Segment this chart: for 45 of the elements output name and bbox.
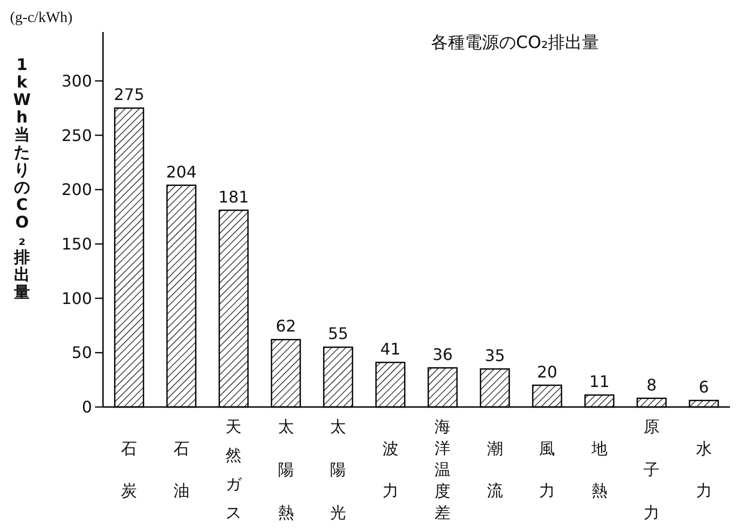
category-label: 原子力 [644,417,660,522]
category-label: 潮流 [486,439,503,500]
category-label: 波力 [382,439,398,500]
text: 1kWh当たりのCO₂排出量 [13,55,31,302]
data-label: 8 [646,375,657,394]
bar [584,394,614,408]
x-tick-label: 海洋温度差 [434,417,451,522]
y-tick-label: 250 [61,126,92,145]
bar [428,367,458,408]
y-tick-label: 200 [61,180,92,200]
data-label: 55 [328,324,348,344]
category-label: 太陽熱 [278,417,294,522]
bar [375,362,406,408]
y-tick-label: 100 [61,288,92,308]
category-label: 地熱 [591,439,608,500]
data-label: 181 [218,187,249,206]
category-label: 太陽光 [330,417,346,522]
x-tick-label: 天然ガス [226,417,243,522]
category-label: 石油 [173,439,190,500]
y-tick-label: 50 [72,343,92,362]
y-tick-label: 150 [61,234,92,254]
category-label: 石炭 [121,439,138,500]
category-label: 水力 [696,439,712,500]
bar [166,184,196,408]
text: (g-c/kWh) [10,10,72,26]
bar [270,338,301,408]
data-label: 41 [380,339,401,358]
bar [532,384,562,408]
category-label: 風力 [539,439,556,500]
bar [218,210,249,408]
data-label: 204 [166,162,197,182]
data-label: 36 [432,344,453,364]
y-tick-label: 300 [61,71,92,90]
chart-title: 各種電源のCO₂排出量 [430,33,600,53]
data-label: 35 [484,346,506,365]
data-label: 62 [276,316,296,336]
data-label: 11 [589,372,610,392]
bar [323,346,354,408]
y-tick-label: 0 [82,398,92,416]
data-label: 6 [698,377,709,396]
bar [636,398,667,408]
bar [114,107,144,408]
data-label: 275 [114,85,144,104]
data-label: 20 [536,362,558,382]
bar [480,368,510,408]
